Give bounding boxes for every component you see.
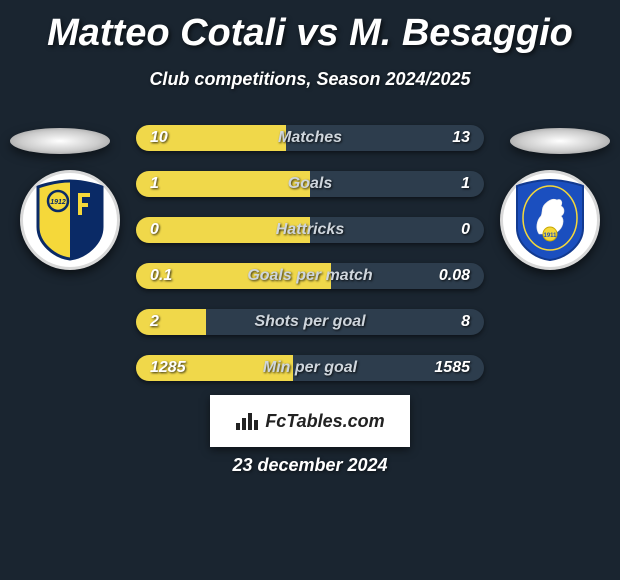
subtitle: Club competitions, Season 2024/2025: [0, 69, 620, 90]
stat-label: Goals: [136, 171, 484, 197]
stat-row: 0.1Goals per match0.08: [136, 263, 484, 289]
svg-text:1912: 1912: [50, 199, 66, 206]
watermark-text: FcTables.com: [265, 411, 384, 432]
stat-right-value: 0: [461, 217, 470, 243]
stat-row: 0Hattricks0: [136, 217, 484, 243]
stat-row: 1Goals1: [136, 171, 484, 197]
comparison-infographic: Matteo Cotali vs M. Besaggio Club compet…: [0, 0, 620, 580]
stat-label: Min per goal: [136, 355, 484, 381]
player2-shadow-ellipse: [510, 128, 610, 154]
date-text: 23 december 2024: [0, 455, 620, 476]
stat-right-value: 1585: [434, 355, 470, 381]
stat-label: Hattricks: [136, 217, 484, 243]
vs-text: vs: [296, 12, 338, 54]
stat-label: Shots per goal: [136, 309, 484, 335]
stat-right-value: 13: [452, 125, 470, 151]
svg-text:1911: 1911: [543, 233, 557, 239]
player2-name: M. Besaggio: [349, 12, 573, 54]
stat-bars: 10Matches131Goals10Hattricks00.1Goals pe…: [136, 125, 484, 401]
stat-right-value: 0.08: [439, 263, 470, 289]
stat-row: 10Matches13: [136, 125, 484, 151]
player1-club-crest: 1912: [20, 170, 120, 270]
stat-right-value: 1: [461, 171, 470, 197]
player1-name: Matteo Cotali: [47, 12, 286, 54]
stat-label: Matches: [136, 125, 484, 151]
stat-label: Goals per match: [136, 263, 484, 289]
stat-right-value: 8: [461, 309, 470, 335]
fctables-watermark: FcTables.com: [210, 395, 410, 447]
player2-club-crest: 1911: [500, 170, 600, 270]
modena-crest-icon: 1912: [34, 179, 106, 261]
bar-chart-icon: [235, 411, 259, 431]
stat-row: 1285Min per goal1585: [136, 355, 484, 381]
player1-shadow-ellipse: [10, 128, 110, 154]
stat-row: 2Shots per goal8: [136, 309, 484, 335]
brescia-crest-icon: 1911: [513, 178, 587, 262]
page-title: Matteo Cotali vs M. Besaggio: [0, 0, 620, 55]
